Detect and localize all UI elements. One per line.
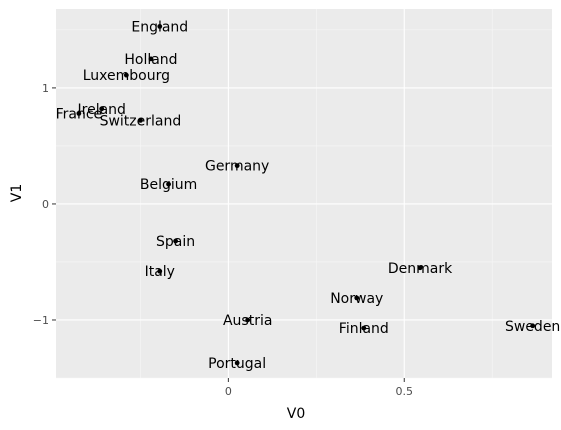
plot-panel	[56, 9, 552, 378]
data-point	[245, 317, 251, 323]
point-label: Spain	[156, 234, 195, 250]
data-points	[76, 24, 536, 366]
data-point	[234, 360, 240, 366]
tick-labels: 0 0.5 −1 0 1	[33, 82, 413, 398]
y-tick-label: −1	[33, 314, 49, 327]
data-point	[166, 181, 171, 187]
data-point	[354, 295, 360, 301]
point-label: Belgium	[140, 177, 197, 193]
point-label: England	[131, 19, 188, 35]
data-point	[99, 106, 105, 112]
point-label: Switzerland	[100, 113, 182, 129]
data-point	[157, 268, 163, 274]
data-point	[530, 323, 536, 329]
point-label: Finland	[339, 321, 389, 337]
axis-ticks	[52, 87, 405, 382]
major-gridlines	[56, 9, 552, 378]
point-label: Luxembourg	[83, 68, 170, 84]
point-label: Italy	[145, 264, 175, 280]
data-point	[234, 163, 240, 169]
point-label: Holland	[124, 52, 177, 68]
data-point	[417, 265, 423, 271]
point-label: France	[56, 106, 103, 122]
point-label: Austria	[223, 313, 272, 329]
data-point	[157, 24, 163, 29]
data-point	[123, 72, 129, 78]
x-tick-label: 0	[225, 385, 232, 398]
data-point	[361, 325, 367, 331]
point-label: Norway	[330, 291, 383, 307]
data-point	[138, 117, 143, 123]
point-label: Denmark	[388, 261, 453, 277]
x-tick-label: 0.5	[396, 385, 414, 398]
point-label: Sweden	[505, 319, 560, 335]
y-axis-title: V1	[9, 184, 25, 202]
point-label: Germany	[205, 159, 269, 175]
data-point	[76, 111, 82, 116]
data-point	[173, 238, 179, 244]
point-label: Ireland	[78, 102, 126, 118]
y-tick-label: 1	[42, 82, 49, 95]
point-label: Portugal	[208, 356, 266, 372]
x-axis-title: V0	[287, 406, 305, 422]
minor-gridlines	[56, 9, 552, 379]
y-tick-label: 0	[42, 198, 49, 211]
data-point	[148, 56, 154, 62]
